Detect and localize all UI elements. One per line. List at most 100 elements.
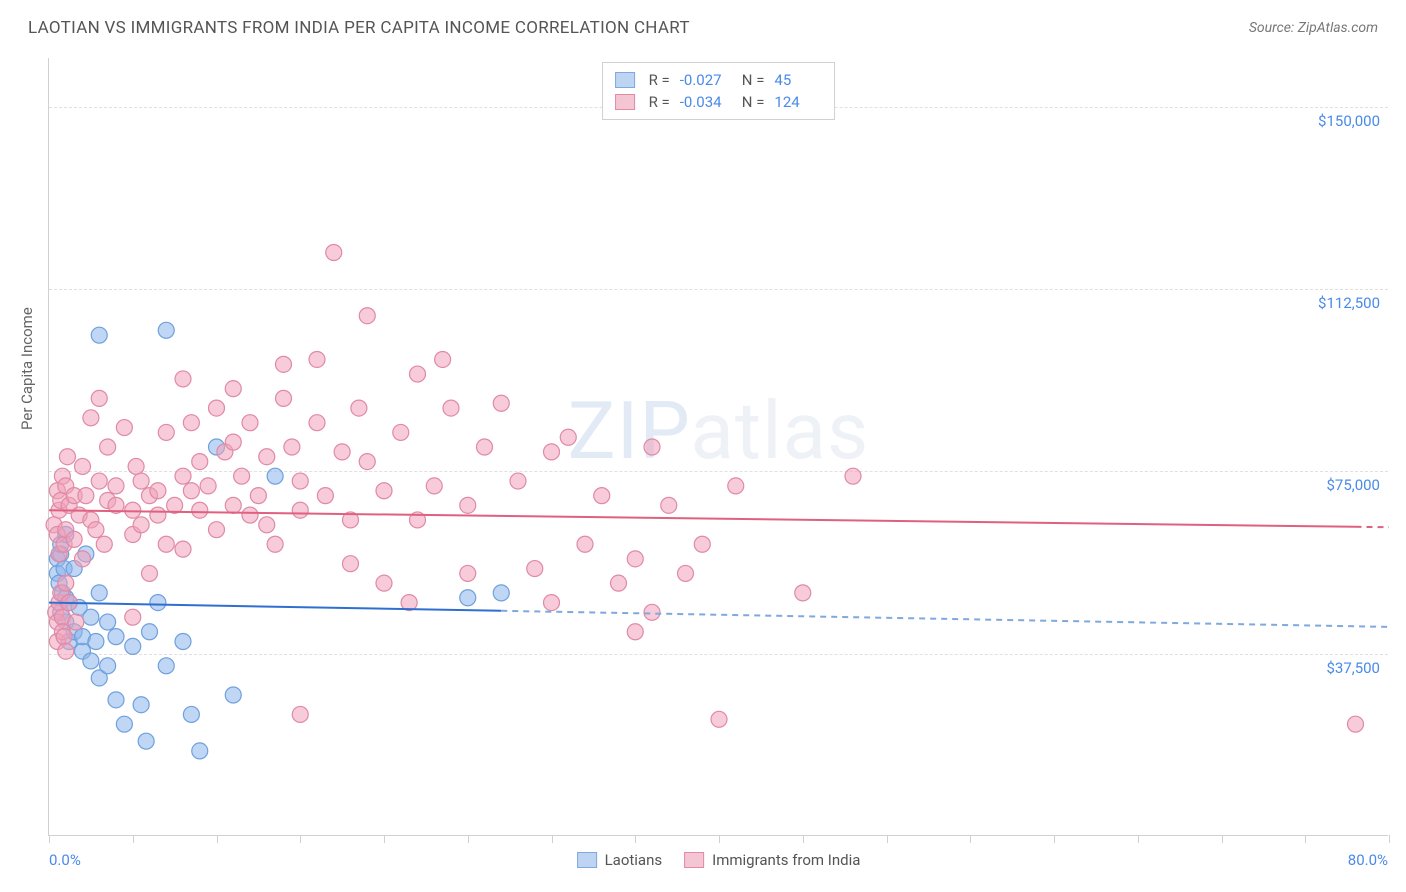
scatter-point	[510, 473, 526, 489]
scatter-point	[96, 536, 112, 552]
scatter-point	[292, 502, 308, 518]
x-tick	[468, 835, 469, 843]
scatter-point	[91, 585, 107, 601]
scatter-point	[183, 415, 199, 431]
scatter-point	[250, 488, 266, 504]
scatter-point	[183, 706, 199, 722]
scatter-point	[175, 371, 191, 387]
scatter-point	[116, 716, 132, 732]
legend-item: Immigrants from India	[684, 851, 860, 869]
y-axis-title: Per Capita Income	[18, 307, 36, 430]
x-tick	[49, 835, 50, 843]
chart-plot-area: ZIPatlas $37,500$75,000$112,500$150,000 …	[48, 58, 1388, 836]
x-tick	[970, 835, 971, 843]
scatter-point	[158, 424, 174, 440]
legend-swatch	[615, 94, 635, 110]
scatter-point	[267, 468, 283, 484]
stat-n-value: 124	[774, 93, 822, 111]
scatter-point	[150, 595, 166, 611]
scatter-point	[309, 415, 325, 431]
trend-line	[49, 603, 501, 611]
scatter-point	[158, 536, 174, 552]
scatter-point	[108, 692, 124, 708]
scatter-point	[460, 590, 476, 606]
scatter-point	[460, 565, 476, 581]
scatter-point	[276, 390, 292, 406]
scatter-point	[795, 585, 811, 601]
scatter-point	[209, 400, 225, 416]
scatter-point	[108, 629, 124, 645]
stat-r-label: R =	[649, 71, 670, 89]
scatter-point	[544, 444, 560, 460]
correlation-stats-legend: R =-0.027N =45R =-0.034N =124	[602, 62, 836, 120]
scatter-point	[426, 478, 442, 494]
scatter-point	[376, 575, 392, 591]
scatter-point	[125, 609, 141, 625]
legend-stats-row: R =-0.027N =45	[615, 69, 823, 91]
scatter-point	[100, 658, 116, 674]
scatter-point	[343, 556, 359, 572]
scatter-plot-svg	[49, 58, 1388, 835]
legend-stats-row: R =-0.034N =124	[615, 91, 823, 113]
series-legend: Laotians Immigrants from India	[577, 851, 861, 869]
stat-r-label: R =	[649, 93, 670, 111]
scatter-point	[376, 483, 392, 499]
scatter-point	[594, 488, 610, 504]
legend-swatch	[684, 852, 704, 868]
scatter-point	[192, 502, 208, 518]
scatter-point	[627, 624, 643, 640]
scatter-point	[142, 565, 158, 581]
scatter-point	[284, 439, 300, 455]
scatter-point	[158, 322, 174, 338]
scatter-point	[460, 497, 476, 513]
scatter-point	[225, 497, 241, 513]
scatter-point	[142, 624, 158, 640]
scatter-point	[234, 468, 250, 484]
scatter-point	[83, 609, 99, 625]
scatter-point	[317, 488, 333, 504]
scatter-point	[158, 658, 174, 674]
scatter-point	[192, 454, 208, 470]
x-tick	[300, 835, 301, 843]
scatter-point	[225, 381, 241, 397]
scatter-point	[359, 454, 375, 470]
scatter-point	[678, 565, 694, 581]
stat-n-label: N =	[742, 71, 765, 89]
scatter-point	[175, 541, 191, 557]
scatter-point	[711, 711, 727, 727]
scatter-point	[845, 468, 861, 484]
scatter-point	[83, 410, 99, 426]
x-tick	[635, 835, 636, 843]
scatter-point	[435, 351, 451, 367]
scatter-point	[88, 634, 104, 650]
scatter-point	[477, 439, 493, 455]
scatter-point	[68, 614, 84, 630]
scatter-point	[209, 522, 225, 538]
scatter-point	[267, 536, 283, 552]
scatter-point	[133, 473, 149, 489]
scatter-point	[78, 488, 94, 504]
x-axis-min-label: 0.0%	[49, 851, 81, 869]
x-tick	[887, 835, 888, 843]
scatter-point	[292, 473, 308, 489]
scatter-point	[100, 439, 116, 455]
x-axis-max-label: 80.0%	[1348, 851, 1388, 869]
scatter-point	[88, 522, 104, 538]
scatter-point	[393, 424, 409, 440]
scatter-point	[58, 643, 74, 659]
scatter-point	[560, 429, 576, 445]
scatter-point	[116, 420, 132, 436]
legend-swatch	[577, 852, 597, 868]
legend-swatch	[615, 72, 635, 88]
legend-item: Laotians	[577, 851, 663, 869]
scatter-point	[133, 517, 149, 533]
scatter-point	[1348, 716, 1364, 732]
scatter-point	[91, 473, 107, 489]
x-tick	[1389, 835, 1390, 843]
scatter-point	[242, 507, 258, 523]
scatter-point	[276, 356, 292, 372]
scatter-point	[544, 595, 560, 611]
stat-r-value: -0.027	[680, 71, 728, 89]
stat-n-label: N =	[742, 93, 765, 111]
scatter-point	[443, 400, 459, 416]
